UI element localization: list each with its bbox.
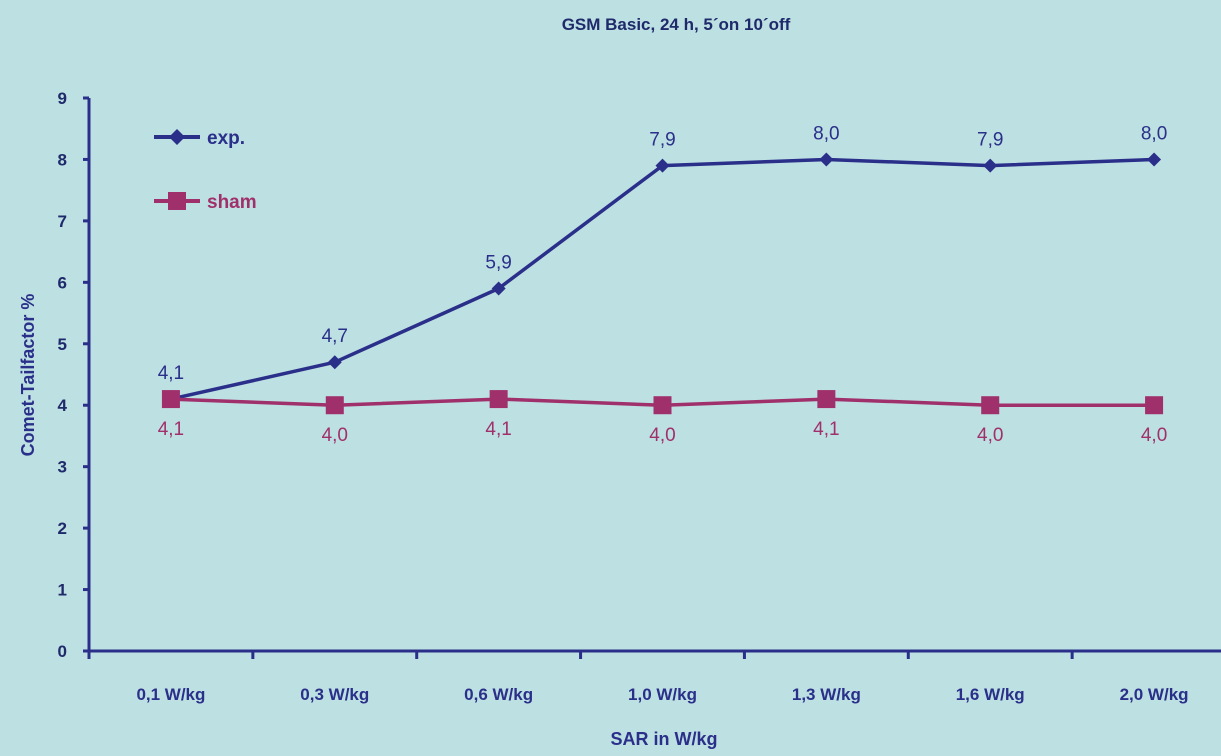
y-tick-label: 8: [58, 150, 67, 169]
legend-item-1: sham: [154, 192, 257, 213]
data-label: 4,0: [649, 425, 675, 446]
data-point: [981, 396, 1000, 415]
x-tick-label: 1,0 W/kg: [628, 685, 697, 704]
y-tick-label: 3: [58, 458, 67, 477]
legend-label: sham: [207, 192, 257, 213]
data-point: [655, 158, 670, 173]
data-point: [817, 390, 836, 409]
data-label: 4,1: [485, 419, 511, 440]
x-tick-label: 0,1 W/kg: [136, 685, 205, 704]
data-label: 4,0: [977, 425, 1003, 446]
legend-marker: [169, 129, 185, 145]
data-label: 7,9: [977, 130, 1003, 151]
data-label: 4,0: [1141, 425, 1167, 446]
legend-item-0: exp.: [154, 128, 245, 149]
data-label: 4,0: [322, 425, 348, 446]
data-label: 8,0: [813, 123, 839, 144]
legend: exp. sham: [154, 128, 257, 213]
legend-label: exp.: [207, 128, 245, 149]
x-tick-label: 1,3 W/kg: [792, 685, 861, 704]
y-tick-label: 5: [58, 335, 67, 354]
data-label: 4,1: [158, 363, 184, 384]
series-1: 4,1 4,0 4,1 4,0 4,1 4,0 4,0: [158, 390, 1167, 446]
y-tick-label: 7: [58, 212, 67, 231]
data-point: [325, 396, 344, 415]
axes: 0 1 2 3 4 5 6 7 8 9 0,1 W/kg 0,3 W/kg 0,6 W/kg 1,0 W/…: [58, 89, 1221, 704]
data-point: [653, 396, 672, 415]
data-label: 4,1: [158, 419, 184, 440]
x-axis-title: SAR in W/kg: [611, 729, 718, 749]
data-point: [161, 390, 180, 409]
legend-marker: [168, 192, 186, 210]
data-label: 4,1: [813, 419, 839, 440]
data-point: [1145, 396, 1164, 415]
y-tick-label: 4: [58, 396, 68, 415]
chart-title: GSM Basic, 24 h, 5´on 10´off: [562, 15, 791, 34]
series-0: 4,1 4,7 5,9 7,9 8,0 7,9 8,0: [158, 123, 1167, 407]
data-point: [489, 390, 508, 409]
series-layer: 4,14,75,97,9 8,0 7,9 8,04,1 4,0 4,1 4,0 4,1 4,0 4…: [158, 123, 1168, 446]
y-axis-title: Comet-Tailfactor %: [18, 294, 38, 457]
data-point: [819, 152, 834, 167]
x-tick-label: 1,6 W/kg: [956, 685, 1025, 704]
data-label: 8,0: [1141, 123, 1167, 144]
y-tick-label: 0: [58, 642, 67, 661]
x-tick-label: 0,3 W/kg: [300, 685, 369, 704]
data-label: 4,7: [322, 326, 348, 347]
x-tick-label: 2,0 W/kg: [1120, 685, 1189, 704]
data-point: [1147, 152, 1162, 167]
data-label: 7,9: [649, 130, 675, 151]
data-point: [491, 281, 506, 296]
y-tick-label: 2: [58, 519, 67, 538]
data-point: [983, 158, 998, 173]
x-tick-label: 0,6 W/kg: [464, 685, 533, 704]
data-point: [327, 355, 342, 370]
y-tick-label: 1: [58, 581, 67, 600]
data-label: 5,9: [485, 252, 511, 273]
y-tick-label: 6: [58, 273, 67, 292]
series-line: [170, 157, 1155, 401]
y-tick-label: 9: [58, 89, 67, 108]
